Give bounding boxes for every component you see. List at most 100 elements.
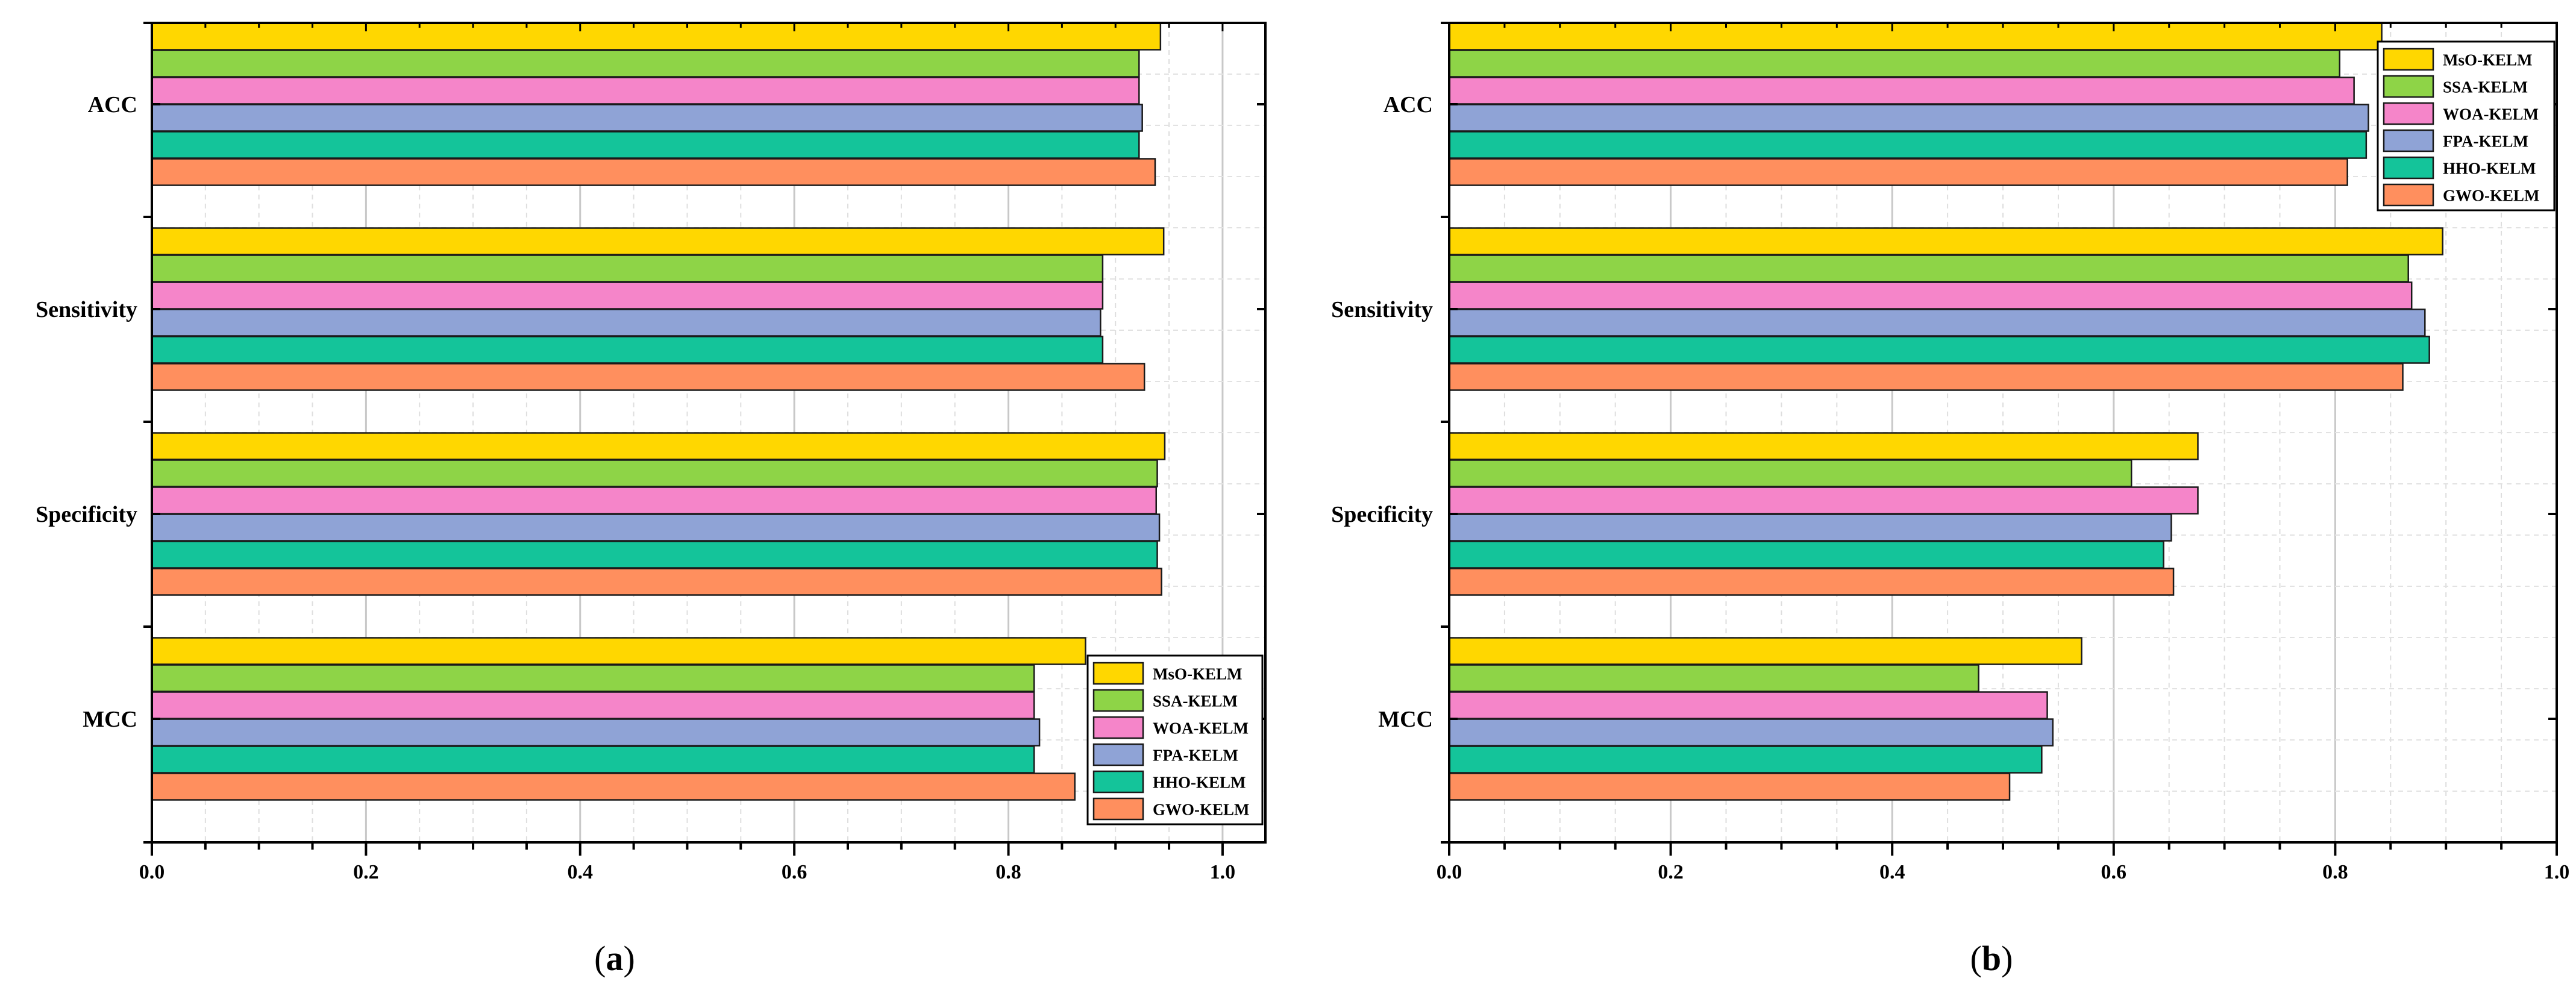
x-tick-label: 0.2 — [1658, 861, 1684, 883]
category-label: Specificity — [1331, 502, 1433, 527]
category-label: Sensitivity — [1331, 297, 1433, 322]
legend-swatch — [1092, 797, 1144, 821]
legend-label: MsO-KELM — [1153, 665, 1243, 683]
panel-label: (b) — [1970, 939, 2013, 978]
panel-label: (a) — [594, 939, 635, 978]
bar-specificity-hho-kelm — [1448, 540, 2164, 569]
bar-sensitivity-woa-kelm — [151, 281, 1104, 310]
category-label: MCC — [83, 707, 137, 732]
bar-sensitivity-mso-kelm — [151, 227, 1165, 255]
legend: MsO-KELM SSA-KELM WOA-KELM FPA-KELM HHO-KELM… — [2377, 40, 2556, 211]
bar-mcc-fpa-kelm — [1448, 718, 2054, 747]
bar-acc-gwo-kelm — [1448, 158, 2348, 186]
bar-mcc-ssa-kelm — [151, 664, 1035, 692]
bar-mcc-mso-kelm — [151, 637, 1086, 665]
bar-sensitivity-hho-kelm — [1448, 336, 2430, 364]
bar-sensitivity-woa-kelm — [1448, 281, 2413, 310]
x-tick-label: 0.0 — [1437, 861, 1462, 883]
legend-label: FPA-KELM — [1153, 747, 1238, 765]
legend-swatch — [2383, 48, 2434, 71]
legend: MsO-KELM SSA-KELM WOA-KELM FPA-KELM HHO-KELM… — [1086, 654, 1264, 825]
x-tick-label: 0.6 — [782, 861, 807, 883]
x-axis-ticks — [1448, 23, 2558, 856]
legend-label: HHO-KELM — [1153, 774, 1246, 792]
legend-swatch — [2383, 129, 2434, 152]
bar-acc-hho-kelm — [151, 131, 1140, 159]
bar-acc-fpa-kelm — [151, 104, 1143, 132]
bar-acc-woa-kelm — [1448, 77, 2355, 105]
bar-sensitivity-ssa-kelm — [1448, 254, 2409, 283]
bars-group — [1448, 22, 2443, 801]
y-axis-ticks — [1441, 22, 2557, 844]
bar-specificity-ssa-kelm — [151, 459, 1158, 487]
bar-specificity-mso-kelm — [1448, 432, 2199, 460]
bar-specificity-woa-kelm — [1448, 486, 2199, 515]
chart-panel-b: ACC Sensitivity Specificity MCC 0.0 0.2 0.4 0.6… — [1331, 22, 2570, 978]
bar-mcc-gwo-kelm — [1448, 772, 2011, 801]
legend-label: WOA-KELM — [1153, 719, 1249, 738]
x-tick-label: 0.4 — [568, 861, 594, 883]
bar-sensitivity-fpa-kelm — [151, 309, 1102, 337]
bar-mcc-gwo-kelm — [151, 772, 1076, 801]
bar-mcc-hho-kelm — [151, 745, 1035, 774]
x-tick-label: 0.8 — [995, 861, 1021, 883]
x-tick-label: 0.6 — [2101, 861, 2127, 883]
bar-specificity-woa-kelm — [151, 486, 1158, 515]
x-tick-label: 1.0 — [2544, 861, 2570, 883]
legend-label: HHO-KELM — [2443, 160, 2536, 178]
bar-acc-fpa-kelm — [1448, 104, 2369, 132]
legend-swatch — [1092, 770, 1144, 794]
x-tick-label: 0.8 — [2322, 861, 2348, 883]
legend-swatch — [2383, 75, 2434, 98]
bar-sensitivity-ssa-kelm — [151, 254, 1104, 283]
bar-specificity-gwo-kelm — [151, 568, 1162, 596]
bar-sensitivity-gwo-kelm — [1448, 363, 2404, 391]
bar-acc-woa-kelm — [151, 77, 1140, 105]
bar-mcc-mso-kelm — [1448, 637, 2082, 665]
bar-acc-ssa-kelm — [151, 49, 1140, 78]
category-label: Sensitivity — [36, 297, 137, 322]
bar-specificity-ssa-kelm — [1448, 459, 2133, 487]
category-label: Specificity — [36, 502, 137, 527]
bar-acc-gwo-kelm — [151, 158, 1156, 186]
legend-swatch — [2383, 156, 2434, 180]
legend-swatch — [1092, 662, 1144, 685]
bar-acc-ssa-kelm — [1448, 49, 2341, 78]
x-tick-label: 0.4 — [1879, 861, 1905, 883]
bar-sensitivity-fpa-kelm — [1448, 309, 2426, 337]
x-tick-label: 1.0 — [1210, 861, 1236, 883]
category-label: ACC — [88, 92, 137, 117]
legend-label: WOA-KELM — [2443, 105, 2539, 124]
category-label: ACC — [1384, 92, 1433, 117]
bar-sensitivity-hho-kelm — [151, 336, 1104, 364]
x-axis-ticks — [151, 23, 1224, 856]
bar-sensitivity-mso-kelm — [1448, 227, 2443, 255]
legend-label: FPA-KELM — [2443, 133, 2528, 151]
bar-specificity-mso-kelm — [151, 432, 1166, 460]
bar-acc-hho-kelm — [1448, 131, 2368, 159]
legend-label: SSA-KELM — [2443, 78, 2528, 96]
bar-mcc-ssa-kelm — [1448, 664, 1979, 692]
bar-mcc-woa-kelm — [1448, 691, 2048, 719]
legend-swatch — [2383, 102, 2434, 125]
legend-swatch — [1092, 716, 1144, 739]
legend-label: MsO-KELM — [2443, 51, 2533, 69]
bar-mcc-hho-kelm — [1448, 745, 2043, 774]
legend-swatch — [1092, 689, 1144, 712]
legend-swatch — [1092, 743, 1144, 766]
bar-sensitivity-gwo-kelm — [151, 363, 1145, 391]
bar-acc-mso-kelm — [1448, 22, 2383, 51]
bar-specificity-gwo-kelm — [1448, 568, 2175, 596]
bar-specificity-fpa-kelm — [151, 513, 1161, 542]
bar-specificity-hho-kelm — [151, 540, 1158, 569]
bar-specificity-fpa-kelm — [1448, 513, 2172, 542]
chart-panel-a: ACC Sensitivity Specificity MCC 0.0 0.2 0.4 0.6… — [36, 22, 1267, 978]
category-label: MCC — [1378, 707, 1433, 732]
bar-mcc-woa-kelm — [151, 691, 1035, 719]
legend-label: SSA-KELM — [1153, 692, 1238, 710]
axes-frame — [151, 22, 1267, 844]
legend-label: GWO-KELM — [1153, 801, 1250, 819]
x-tick-label: 0.0 — [139, 861, 165, 883]
